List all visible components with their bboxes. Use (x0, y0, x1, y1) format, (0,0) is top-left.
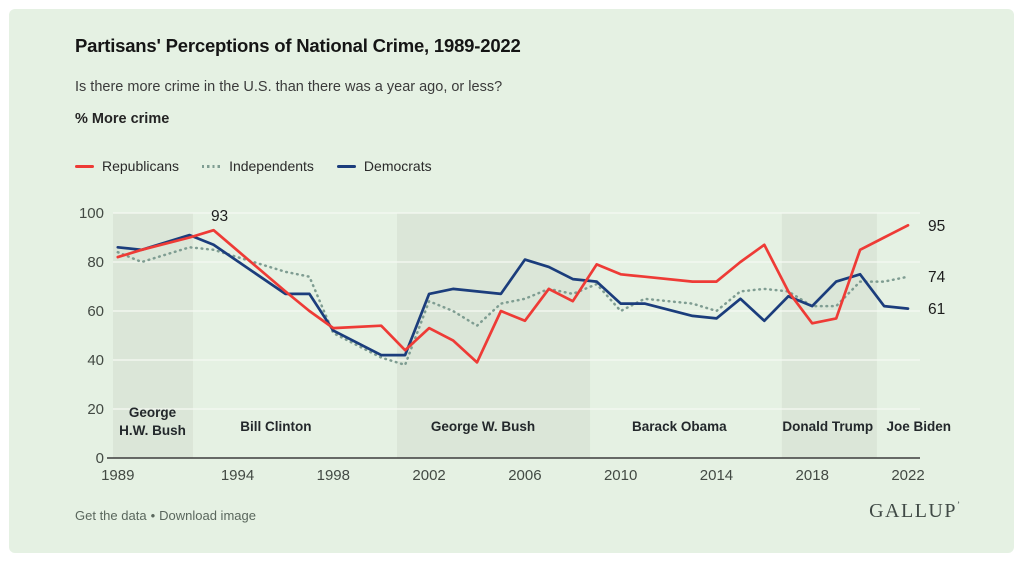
legend-label-independents: Independents (229, 158, 314, 174)
get-the-data-link[interactable]: Get the data (75, 508, 147, 523)
republicans-line-swatch (75, 164, 94, 168)
gallup-logo: GALLUP’ (869, 500, 960, 522)
chart-card: Partisans' Perceptions of National Crime… (9, 9, 1014, 553)
download-image-link[interactable]: Download image (159, 508, 256, 523)
chart-title: Partisans' Perceptions of National Crime… (75, 35, 521, 56)
legend-label-democrats: Democrats (363, 158, 432, 174)
y-axis-note: % More crime (75, 111, 170, 127)
gallup-logo-mark: ’ (957, 500, 960, 510)
democrats-line-swatch (336, 164, 356, 168)
legend-item-democrats: Democrats (336, 158, 432, 174)
footer-links: Get the data • Download image (75, 508, 256, 523)
chart-legend: Republicans Independents Democrats (75, 158, 432, 174)
legend-item-independents: Independents (202, 158, 314, 174)
legend-label-republicans: Republicans (102, 158, 180, 174)
independents-dotted-swatch (202, 164, 222, 168)
footer-separator: • (150, 508, 156, 523)
legend-item-republicans: Republicans (75, 158, 179, 174)
chart-subtitle: Is there more crime in the U.S. than the… (75, 79, 503, 95)
